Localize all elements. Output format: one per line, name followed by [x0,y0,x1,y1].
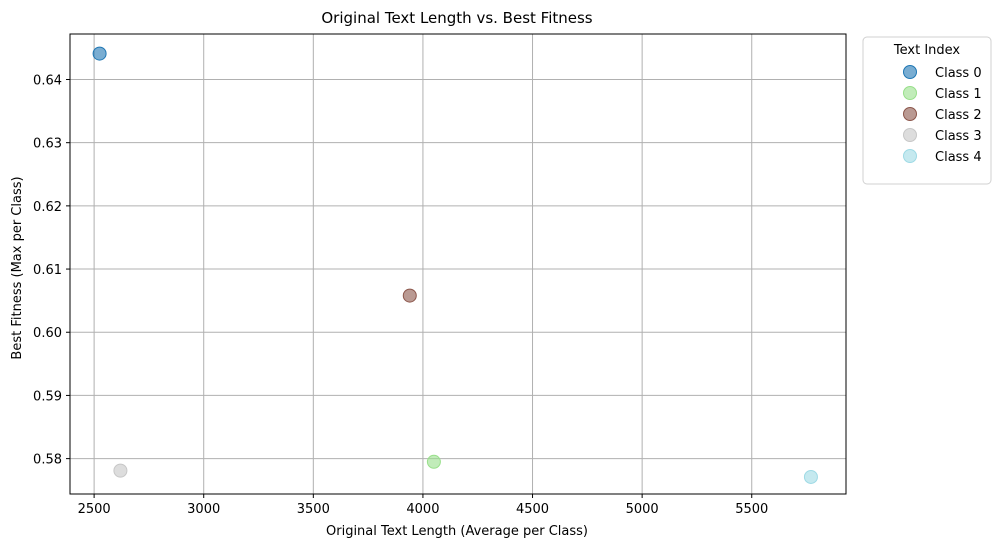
data-point[interactable] [803,469,818,484]
y-tick-label: 0.60 [33,326,62,341]
legend-marker [903,86,917,100]
x-tick-label: 3000 [187,502,220,517]
data-point[interactable] [402,288,417,303]
legend-label: Class 1 [935,87,982,102]
x-tick-label: 2500 [78,502,111,517]
x-axis-label: Original Text Length (Average per Class) [326,524,588,539]
legend-marker [903,149,917,163]
data-point[interactable] [426,454,441,469]
legend-label: Class 3 [935,129,982,144]
legend-label: Class 4 [935,150,982,165]
y-tick-label: 0.59 [33,389,62,404]
data-points [92,46,818,484]
x-tick-label: 4000 [406,502,439,517]
y-tick-label: 0.63 [33,137,62,152]
data-point[interactable] [113,463,128,478]
y-tick-label: 0.62 [33,200,62,215]
legend-box [862,36,992,185]
legend-items: Class 0 Class 1 Class 2 Class 3 Class 4 [903,65,982,165]
y-tick-label: 0.58 [33,453,62,468]
chart-title: Original Text Length vs. Best Fitness [321,9,592,27]
legend-label: Class 2 [935,108,982,123]
axis-ticks: 2500 3000 3500 4000 4500 5000 5500 0.58 0.59 0.60… [33,73,768,517]
y-axis-label: Best Fitness (Max per Class) [10,176,25,359]
data-point[interactable] [92,46,107,61]
plot-frame [69,33,847,495]
x-tick-label: 5000 [626,502,659,517]
legend-label: Class 0 [935,66,982,81]
x-tick-label: 4500 [516,502,549,517]
legend-title: Text Index [893,43,961,58]
grid-lines [70,34,846,494]
legend-marker [903,65,917,79]
x-tick-label: 3500 [297,502,330,517]
legend-marker [903,107,917,121]
y-tick-label: 0.61 [33,263,62,278]
y-tick-label: 0.64 [33,73,62,88]
legend-marker [903,128,917,142]
x-tick-label: 5500 [735,502,768,517]
